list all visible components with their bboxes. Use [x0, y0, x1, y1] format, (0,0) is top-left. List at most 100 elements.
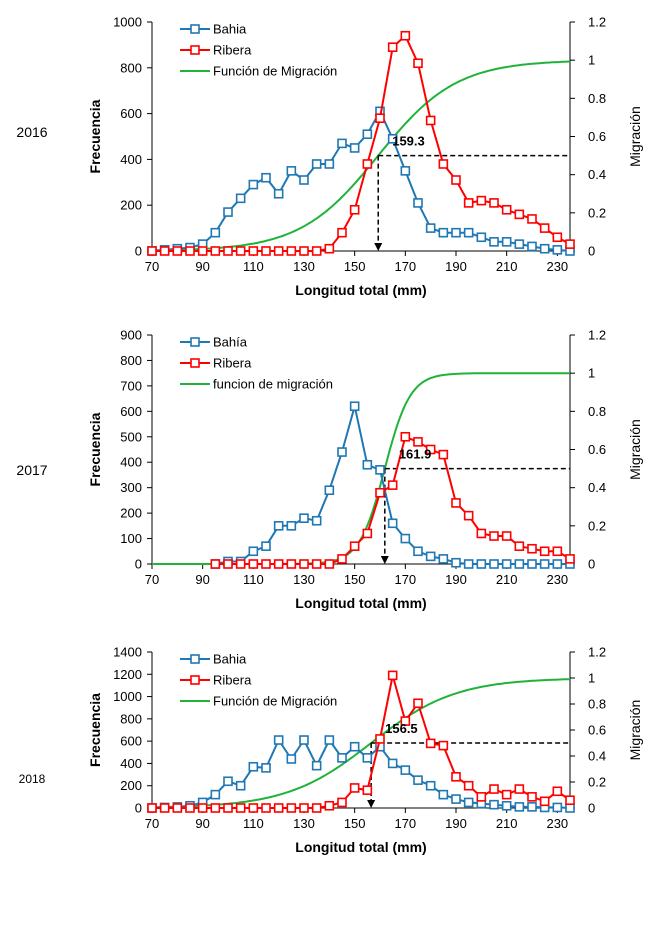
- y2-tick-label: 1.2: [588, 328, 606, 343]
- data-point-bahia: [425, 551, 436, 562]
- y-tick-label: 400: [120, 152, 142, 167]
- x-tick-label: 130: [293, 259, 315, 274]
- legend-marker: [190, 675, 200, 685]
- data-point-ribera: [362, 785, 373, 795]
- data-point-ribera: [273, 246, 284, 256]
- data-point-ribera: [349, 783, 360, 793]
- data-point-ribera: [185, 803, 195, 813]
- data-point-bahia: [324, 735, 335, 745]
- series-line-bahia: [151, 737, 571, 809]
- x-tick-label: 210: [496, 816, 518, 831]
- legend-marker: [190, 24, 200, 34]
- data-point-bahia: [337, 138, 347, 149]
- y2-tick-label: 0.6: [588, 442, 606, 457]
- data-point-bahia: [413, 198, 423, 208]
- data-point-ribera: [362, 159, 373, 169]
- chart-2016: 70 90 110 130 150 170 190 210 230020040060080010…: [87, 15, 643, 299]
- data-point-bahia: [451, 794, 461, 804]
- data-point-ribera: [248, 803, 259, 813]
- data-point-ribera: [501, 531, 512, 541]
- y2-tick-label: 0.2: [588, 775, 606, 790]
- data-point-bahia: [476, 559, 487, 569]
- x-tick-label: 210: [496, 259, 518, 274]
- y2-tick-label: 0: [588, 801, 595, 816]
- data-point-ribera: [489, 784, 499, 794]
- data-point-ribera: [476, 528, 487, 539]
- data-point-ribera: [514, 209, 525, 220]
- data-point-bahia: [286, 521, 297, 531]
- data-point-ribera: [539, 223, 550, 233]
- y-tick-label: 1000: [113, 689, 142, 704]
- data-point-ribera: [476, 195, 487, 206]
- data-point-bahia: [501, 559, 512, 569]
- x-tick-label: 150: [344, 572, 366, 587]
- data-point-ribera: [286, 246, 297, 256]
- y2-tick-label: 0.4: [588, 167, 606, 182]
- data-point-bahia: [261, 541, 271, 551]
- data-point-ribera: [463, 780, 474, 791]
- data-point-bahia: [413, 775, 423, 785]
- legend-label: Función de Migración: [213, 694, 337, 709]
- x-axis-title: Longitud total (mm): [295, 282, 426, 298]
- legend-marker: [190, 337, 200, 347]
- y2-tick-label: 0: [588, 557, 595, 572]
- x-tick-label: 110: [243, 259, 264, 274]
- data-point-ribera: [159, 246, 170, 256]
- y-tick-label: 1000: [113, 15, 142, 30]
- data-point-bahia: [489, 237, 499, 247]
- y-tick-label: 900: [120, 328, 142, 343]
- x-tick-label: 230: [546, 816, 568, 831]
- data-point-ribera: [539, 796, 550, 807]
- data-point-bahia: [362, 459, 373, 470]
- x-tick-label: 150: [344, 816, 366, 831]
- data-point-ribera: [476, 792, 487, 802]
- data-point-bahia: [527, 802, 537, 812]
- year-label-2018: 2018: [18, 772, 46, 786]
- data-point-bahia: [400, 765, 411, 775]
- data-point-bahia: [273, 188, 284, 199]
- data-point-bahia: [413, 546, 423, 557]
- data-point-bahia: [425, 223, 436, 233]
- data-point-ribera: [324, 800, 335, 811]
- y-tick-label: 0: [135, 801, 142, 816]
- series-line-migracion: [151, 678, 570, 809]
- data-point-bahia: [387, 758, 398, 769]
- data-point-bahia: [438, 227, 449, 238]
- data-point-ribera: [349, 204, 360, 215]
- y-tick-label: 1200: [113, 667, 142, 682]
- y2-tick-label: 0: [588, 244, 595, 259]
- x-tick-label: 130: [293, 572, 315, 587]
- data-point-ribera: [311, 246, 322, 256]
- data-point-ribera: [527, 214, 537, 224]
- legend-marker: [190, 654, 200, 664]
- series-line-bahia: [151, 109, 571, 252]
- data-point-bahia: [362, 129, 373, 140]
- data-point-ribera: [387, 42, 398, 52]
- data-point-ribera: [223, 803, 233, 813]
- data-point-bahia: [223, 776, 233, 787]
- data-point-ribera: [463, 510, 474, 521]
- y-tick-label: 300: [120, 480, 142, 495]
- data-point-ribera: [235, 246, 246, 256]
- data-point-ribera: [400, 431, 411, 442]
- y-axis-title: Frecuencia: [87, 99, 103, 173]
- data-point-ribera: [248, 559, 259, 569]
- x-tick-label: 230: [546, 572, 568, 587]
- x-tick-label: 190: [445, 816, 467, 831]
- legend-label: Bahia: [213, 22, 247, 37]
- data-point-bahia: [286, 754, 297, 764]
- data-point-ribera: [235, 803, 246, 813]
- annotation-arrowhead: [374, 243, 383, 251]
- data-point-ribera: [425, 444, 436, 455]
- data-point-bahia: [539, 243, 550, 254]
- data-point-bahia: [552, 802, 563, 813]
- data-point-bahia: [235, 780, 246, 791]
- y2-tick-label: 0.8: [588, 91, 606, 106]
- data-point-ribera: [324, 243, 335, 254]
- data-point-ribera: [324, 559, 335, 569]
- y2-tick-label: 0.6: [588, 723, 606, 738]
- data-point-ribera: [425, 738, 436, 749]
- y2-axis-title: Migración: [627, 419, 643, 480]
- legend-label: Ribera: [213, 356, 252, 371]
